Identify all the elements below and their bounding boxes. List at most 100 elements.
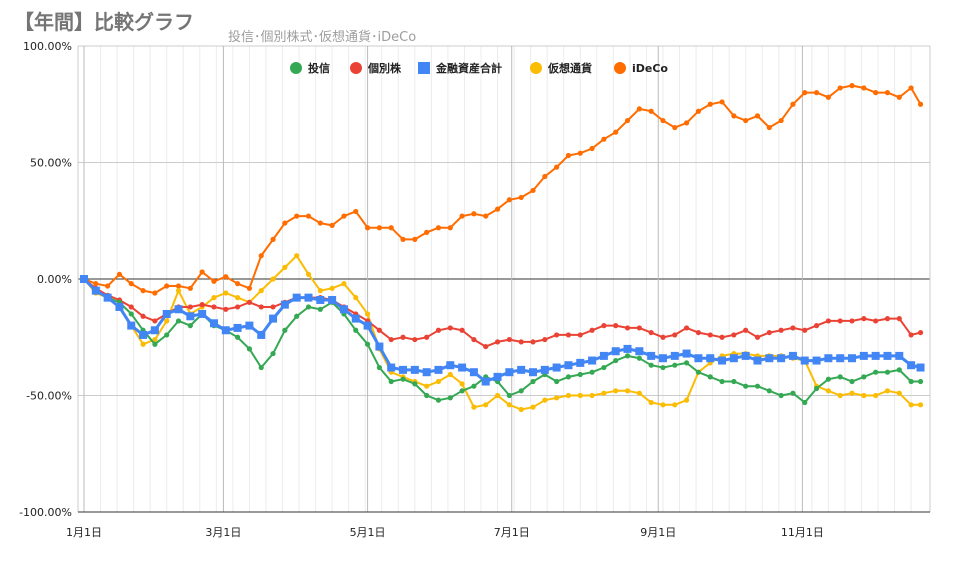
series-layer: [80, 83, 925, 413]
data-point: [636, 390, 642, 396]
major-gridlines: [77, 45, 931, 513]
data-point: [813, 323, 820, 329]
data-point: [105, 283, 111, 289]
data-point: [447, 225, 453, 231]
data-point: [494, 392, 501, 399]
data-point: [825, 376, 831, 382]
data-point: [683, 120, 690, 126]
data-point: [778, 392, 784, 399]
data-point: [577, 332, 583, 338]
legend-label: 投信: [308, 61, 330, 75]
data-point: [116, 271, 123, 277]
data-point: [802, 327, 808, 333]
data-point: [152, 290, 158, 296]
data-point: [766, 329, 772, 336]
data-point: [257, 330, 266, 339]
data-point: [353, 327, 359, 333]
data-point: [518, 339, 524, 345]
data-point: [305, 213, 312, 219]
data-point: [458, 363, 467, 372]
data-point: [636, 355, 642, 361]
data-point: [896, 390, 902, 396]
data-point: [672, 124, 678, 131]
data-point: [577, 392, 583, 399]
x-tick-label: 11月1日: [781, 526, 824, 539]
data-point: [387, 363, 396, 372]
data-point: [648, 329, 654, 336]
data-point: [601, 136, 607, 142]
data-point: [884, 316, 891, 322]
data-point: [660, 334, 666, 340]
data-point: [861, 85, 867, 91]
data-point: [824, 354, 833, 363]
data-point: [294, 213, 300, 219]
data-point: [140, 313, 146, 319]
data-point: [246, 346, 253, 352]
data-point: [613, 357, 619, 364]
data-point: [164, 332, 170, 338]
data-point: [647, 351, 656, 360]
data-point: [753, 356, 762, 365]
data-point: [694, 354, 703, 363]
data-point: [447, 371, 453, 378]
data-point: [258, 288, 264, 294]
data-point: [258, 364, 264, 371]
data-point: [589, 392, 595, 399]
data-point: [658, 354, 667, 363]
data-point: [211, 304, 217, 310]
data-point: [896, 94, 902, 100]
data-point: [695, 108, 702, 114]
data-point: [469, 368, 478, 377]
data-point: [270, 350, 276, 357]
data-point: [353, 208, 359, 215]
data-point: [305, 271, 312, 277]
data-point: [258, 304, 264, 310]
data-point: [305, 304, 312, 310]
data-point: [731, 378, 737, 385]
data-point: [731, 332, 737, 338]
data-point: [589, 145, 595, 152]
data-point: [908, 402, 914, 408]
data-point: [186, 312, 195, 321]
data-point: [93, 281, 99, 287]
data-point: [400, 236, 406, 242]
data-point: [849, 83, 855, 89]
page-subtitle: 投信･個別株式･仮想通貨･iDeCo: [228, 30, 417, 45]
data-point: [258, 253, 264, 259]
data-point: [695, 329, 702, 336]
legend-marker: [418, 62, 430, 74]
data-point: [813, 90, 820, 96]
data-point: [836, 354, 845, 363]
y-tick-label: -50.00%: [26, 390, 72, 403]
legend-marker: [290, 62, 302, 74]
data-point: [683, 325, 690, 331]
data-point: [316, 295, 325, 304]
data-point: [719, 334, 725, 340]
data-point: [873, 369, 879, 375]
data-point: [187, 304, 193, 310]
data-point: [790, 325, 796, 331]
data-point: [364, 311, 371, 317]
data-point: [434, 365, 443, 374]
data-point: [660, 402, 666, 408]
data-point: [399, 365, 408, 374]
data-point: [718, 356, 727, 365]
data-point: [599, 351, 608, 360]
data-point: [778, 117, 784, 124]
data-point: [589, 369, 595, 375]
data-point: [707, 101, 713, 107]
data-point: [304, 293, 313, 302]
data-point: [388, 336, 394, 343]
data-point: [140, 288, 146, 294]
data-point: [270, 276, 276, 282]
data-point: [672, 332, 678, 338]
data-point: [494, 206, 501, 212]
data-point: [376, 327, 382, 333]
legend: 投信 個別株 金融資産合計 仮想通貨 iDeCo: [290, 61, 668, 75]
data-point: [424, 383, 430, 389]
data-point: [245, 321, 254, 330]
legend-label: 金融資産合計: [435, 61, 502, 75]
data-point: [376, 225, 382, 231]
data-point: [517, 365, 526, 374]
data-point: [766, 124, 772, 131]
